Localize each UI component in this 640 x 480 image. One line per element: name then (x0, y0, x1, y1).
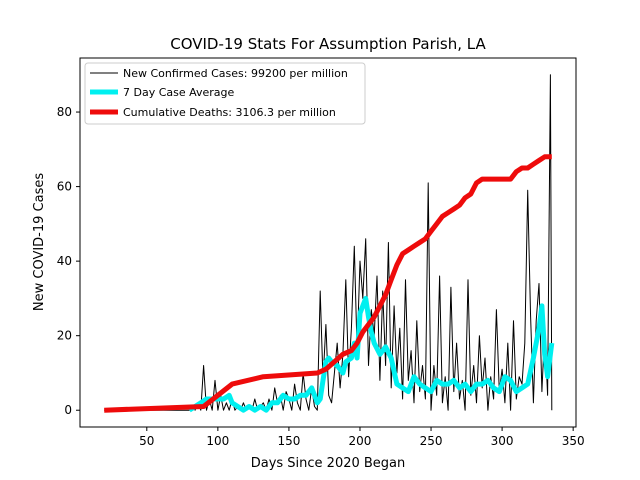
y-tick-label: 40 (57, 254, 72, 268)
series-7-day-average-line (188, 295, 555, 413)
x-tick-label: 100 (206, 434, 229, 448)
y-tick-label: 20 (57, 329, 72, 343)
y-axis-label: New COVID-19 Cases (32, 173, 47, 311)
y-tick-label: 80 (57, 105, 72, 119)
plot-frame (79, 57, 577, 428)
y-tick-label: 60 (57, 180, 72, 194)
x-axis: 50 100 150 200 250 300 350 (139, 427, 585, 448)
legend-label-new-cases: New Confirmed Cases: 99200 per million (123, 67, 348, 80)
x-tick-label: 250 (420, 434, 443, 448)
x-tick-label: 50 (139, 434, 154, 448)
y-tick-label: 0 (64, 403, 72, 417)
series-cumulative-deaths-line (104, 154, 552, 413)
legend-label-7-day-average: 7 Day Case Average (123, 86, 235, 99)
x-tick-label: 200 (349, 434, 372, 448)
x-tick-label: 300 (491, 434, 514, 448)
x-tick-label: 150 (277, 434, 300, 448)
x-tick-label: 350 (562, 434, 585, 448)
legend: New Confirmed Cases: 99200 per million 7… (84, 62, 366, 125)
legend-label-cumulative-deaths: Cumulative Deaths: 3106.3 per million (123, 106, 336, 119)
y-axis: 0 20 40 60 80 (57, 105, 80, 417)
legend-box (84, 62, 366, 125)
x-axis-label: Days Since 2020 Began (251, 456, 406, 471)
series-layer (104, 74, 555, 413)
chart-title: COVID-19 Stats For Assumption Parish, LA (170, 35, 486, 53)
